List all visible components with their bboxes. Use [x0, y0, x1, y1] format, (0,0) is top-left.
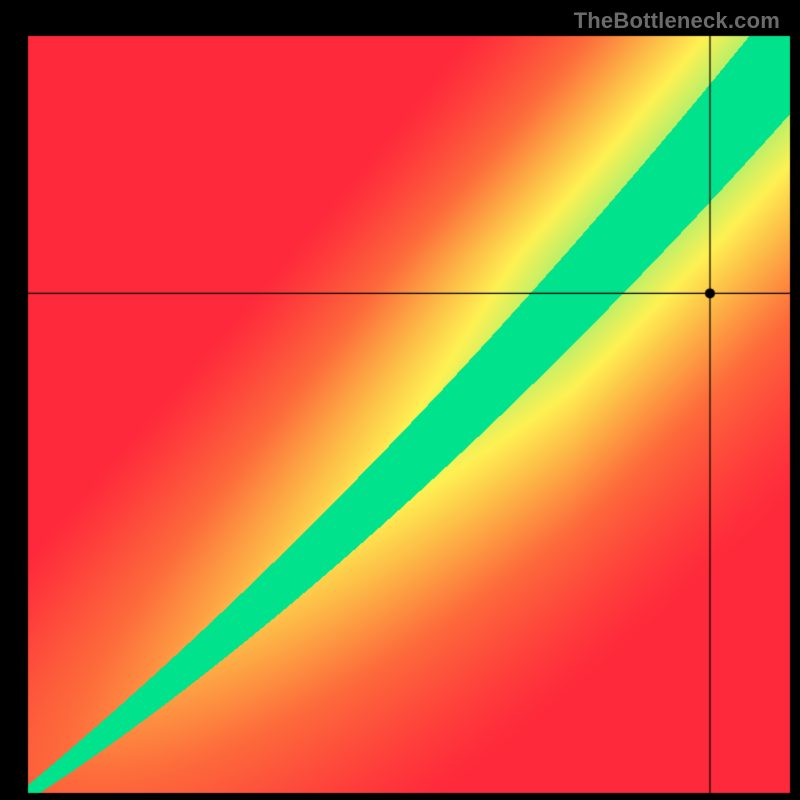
- bottleneck-heatmap: [0, 0, 800, 800]
- watermark-text: TheBottleneck.com: [574, 8, 780, 34]
